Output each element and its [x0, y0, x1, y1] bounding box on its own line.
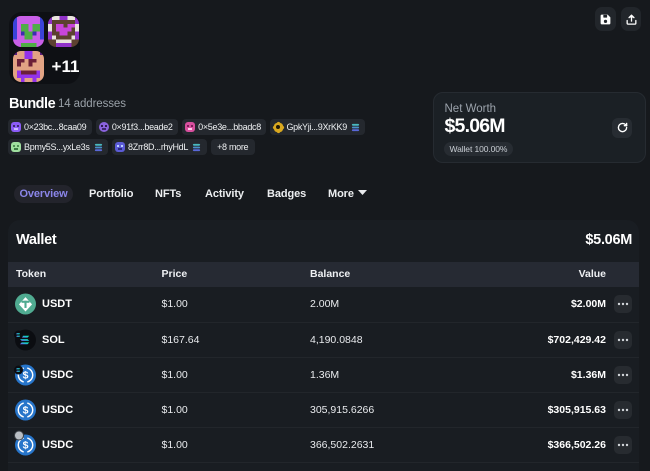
svg-text:$: $ — [23, 405, 29, 417]
svg-text:$: $ — [23, 370, 29, 382]
svg-text:$: $ — [23, 440, 29, 452]
